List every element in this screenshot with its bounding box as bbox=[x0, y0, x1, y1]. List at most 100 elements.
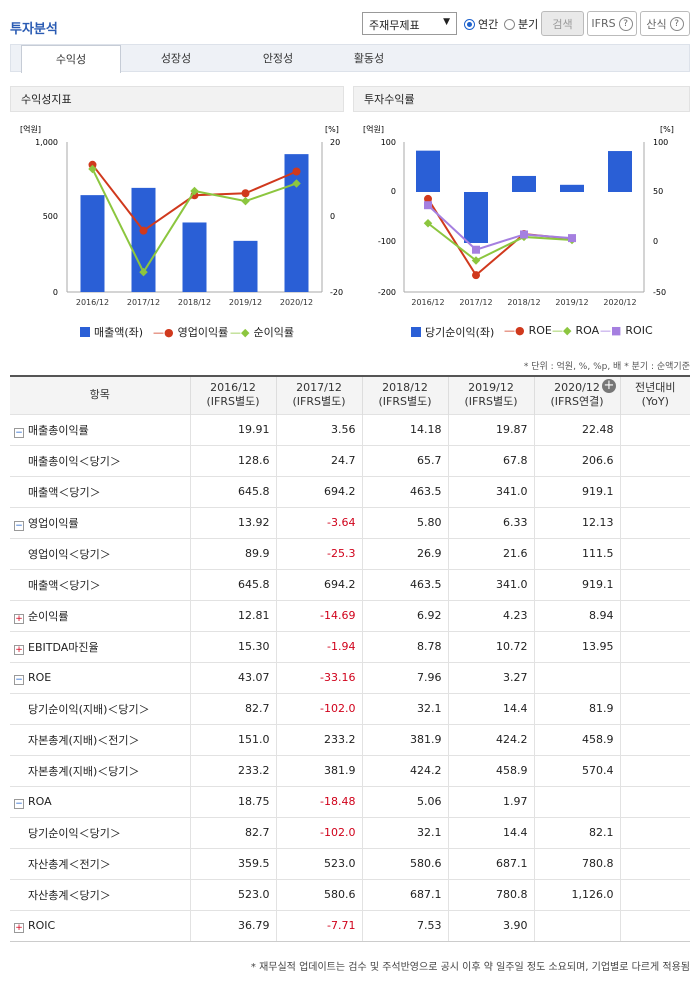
value-cell: 206.6 bbox=[533, 444, 620, 476]
formula-label: 산식 bbox=[646, 17, 667, 31]
value-cell: 919.1 bbox=[533, 568, 620, 600]
value-cell: 82.7 bbox=[189, 816, 276, 848]
value-cell: 82.1 bbox=[533, 816, 620, 848]
collapse-icon[interactable]: − bbox=[14, 520, 24, 531]
bar bbox=[464, 192, 488, 243]
line-point bbox=[241, 196, 250, 206]
annual-radio[interactable]: 연간 bbox=[464, 16, 498, 32]
line-point bbox=[292, 167, 301, 176]
radio-on-icon bbox=[464, 18, 475, 30]
header-subline: (IFRS별도) bbox=[206, 395, 260, 409]
series-line bbox=[427, 222, 573, 262]
legend-roic: —■ ROIC bbox=[600, 324, 653, 337]
tab-stability[interactable]: 안정성 bbox=[262, 52, 294, 65]
row-label: 자산총계＜당기＞ bbox=[28, 888, 111, 902]
value-cell: 341.0 bbox=[447, 475, 534, 507]
value-cell: 36.79 bbox=[189, 909, 276, 942]
value-cell bbox=[619, 506, 690, 538]
quarter-radio[interactable]: 분기 bbox=[504, 16, 538, 32]
ifrs-button[interactable]: IFRS? bbox=[587, 11, 637, 36]
value-cell bbox=[619, 444, 690, 476]
left-unit: [억원] bbox=[20, 124, 41, 134]
table-row: + ROIC 36.79 -7.71 7.53 3.90 bbox=[10, 909, 690, 942]
line-point bbox=[568, 234, 576, 243]
expand-icon[interactable]: + bbox=[14, 922, 24, 933]
value-cell: 645.8 bbox=[189, 568, 276, 600]
tab-growth[interactable]: 성장성 bbox=[160, 52, 192, 65]
bar bbox=[80, 195, 105, 292]
x-tick-label: 2016/12 bbox=[411, 298, 444, 307]
value-cell: 14.18 bbox=[361, 413, 448, 445]
table-row: 영업이익＜당기＞ 89.9 -25.3 26.9 21.6 111.5 bbox=[10, 537, 690, 569]
column-header: 2018/12 (IFRS별도) bbox=[361, 376, 448, 414]
header-line: 2017/12 bbox=[296, 381, 342, 395]
value-cell: -3.64 bbox=[275, 506, 362, 538]
collapse-icon[interactable]: − bbox=[14, 674, 24, 685]
row-label-cell: − ROA bbox=[10, 785, 190, 817]
value-cell bbox=[619, 568, 690, 600]
collapse-icon[interactable]: − bbox=[14, 427, 24, 438]
value-cell: 7.96 bbox=[361, 661, 448, 693]
line-point bbox=[88, 164, 97, 174]
table-row: − 영업이익률 13.92 -3.64 5.80 6.33 12.13 bbox=[10, 506, 690, 538]
search-label: 검색 bbox=[552, 17, 573, 31]
value-cell bbox=[619, 599, 690, 631]
value-cell: 1.97 bbox=[447, 785, 534, 817]
value-cell: 694.2 bbox=[275, 475, 362, 507]
value-cell: 381.9 bbox=[275, 754, 362, 786]
value-cell bbox=[619, 661, 690, 693]
tab-activity[interactable]: 활동성 bbox=[353, 52, 385, 65]
legend-roe: —● ROE bbox=[504, 324, 552, 337]
formula-button[interactable]: 산식? bbox=[640, 11, 690, 36]
chevron-down-icon: ▼ bbox=[443, 17, 450, 27]
row-label-cell: 매출액＜당기＞ bbox=[10, 475, 190, 507]
value-cell: 3.27 bbox=[447, 661, 534, 693]
line-point bbox=[424, 194, 432, 203]
expand-icon[interactable]: + bbox=[14, 644, 24, 655]
value-cell: 919.1 bbox=[533, 475, 620, 507]
table-row: 자산총계＜당기＞ 523.0 580.6 687.1 780.8 1,126.0 bbox=[10, 878, 690, 910]
search-button[interactable]: 검색 bbox=[541, 11, 584, 36]
value-cell: 19.91 bbox=[189, 413, 276, 445]
legend-op-margin: —● 영업이익률 bbox=[153, 324, 228, 340]
header-line: 전년대비 bbox=[635, 381, 676, 395]
line-point bbox=[292, 179, 301, 188]
row-label-cell: + EBITDA마진율 bbox=[10, 630, 190, 662]
value-cell: -7.71 bbox=[275, 909, 362, 942]
value-cell: 458.9 bbox=[533, 723, 620, 755]
column-header: 2016/12 (IFRS별도) bbox=[189, 376, 276, 414]
column-header: 2017/12 (IFRS별도) bbox=[275, 376, 362, 414]
value-cell: 687.1 bbox=[447, 847, 534, 879]
value-cell: 523.0 bbox=[189, 878, 276, 910]
dot-line-icon: —● bbox=[153, 325, 174, 339]
value-cell: 14.4 bbox=[447, 816, 534, 848]
value-cell bbox=[619, 878, 690, 910]
expand-icon[interactable]: + bbox=[14, 613, 24, 624]
row-label: 매출총이익률 bbox=[28, 423, 89, 437]
statement-select[interactable]: 주재무제표 ▼ bbox=[362, 12, 457, 35]
dot-line-icon: —● bbox=[504, 324, 525, 337]
value-cell: 463.5 bbox=[361, 568, 448, 600]
row-label: ROE bbox=[28, 670, 52, 684]
table-row: 매출총이익＜당기＞ 128.6 24.7 65.7 67.8 206.6 bbox=[10, 444, 690, 476]
y-tick: -100 bbox=[378, 237, 396, 246]
value-cell: 233.2 bbox=[275, 723, 362, 755]
value-cell bbox=[533, 661, 620, 693]
value-cell: 3.90 bbox=[447, 909, 534, 942]
value-cell: 65.7 bbox=[361, 444, 448, 476]
tab-profitability[interactable]: 수익성 bbox=[21, 45, 121, 73]
row-label-cell: − 영업이익률 bbox=[10, 506, 190, 538]
row-label: 영업이익률 bbox=[28, 516, 79, 530]
value-cell: 463.5 bbox=[361, 475, 448, 507]
column-header: 2019/12 (IFRS별도) bbox=[447, 376, 534, 414]
row-label-cell: 자본총계(지배)＜당기＞ bbox=[10, 754, 190, 786]
value-cell: 32.1 bbox=[361, 692, 448, 724]
y2-tick: -50 bbox=[653, 288, 666, 297]
legend-label: ROE bbox=[528, 324, 552, 337]
x-tick-label: 2020/12 bbox=[280, 298, 313, 307]
row-label-cell: − 매출총이익률 bbox=[10, 413, 190, 445]
add-column-icon[interactable]: + bbox=[602, 378, 616, 393]
collapse-icon[interactable]: − bbox=[14, 798, 24, 809]
header-subline: (YoY) bbox=[641, 395, 669, 409]
value-cell: 1,126.0 bbox=[533, 878, 620, 910]
